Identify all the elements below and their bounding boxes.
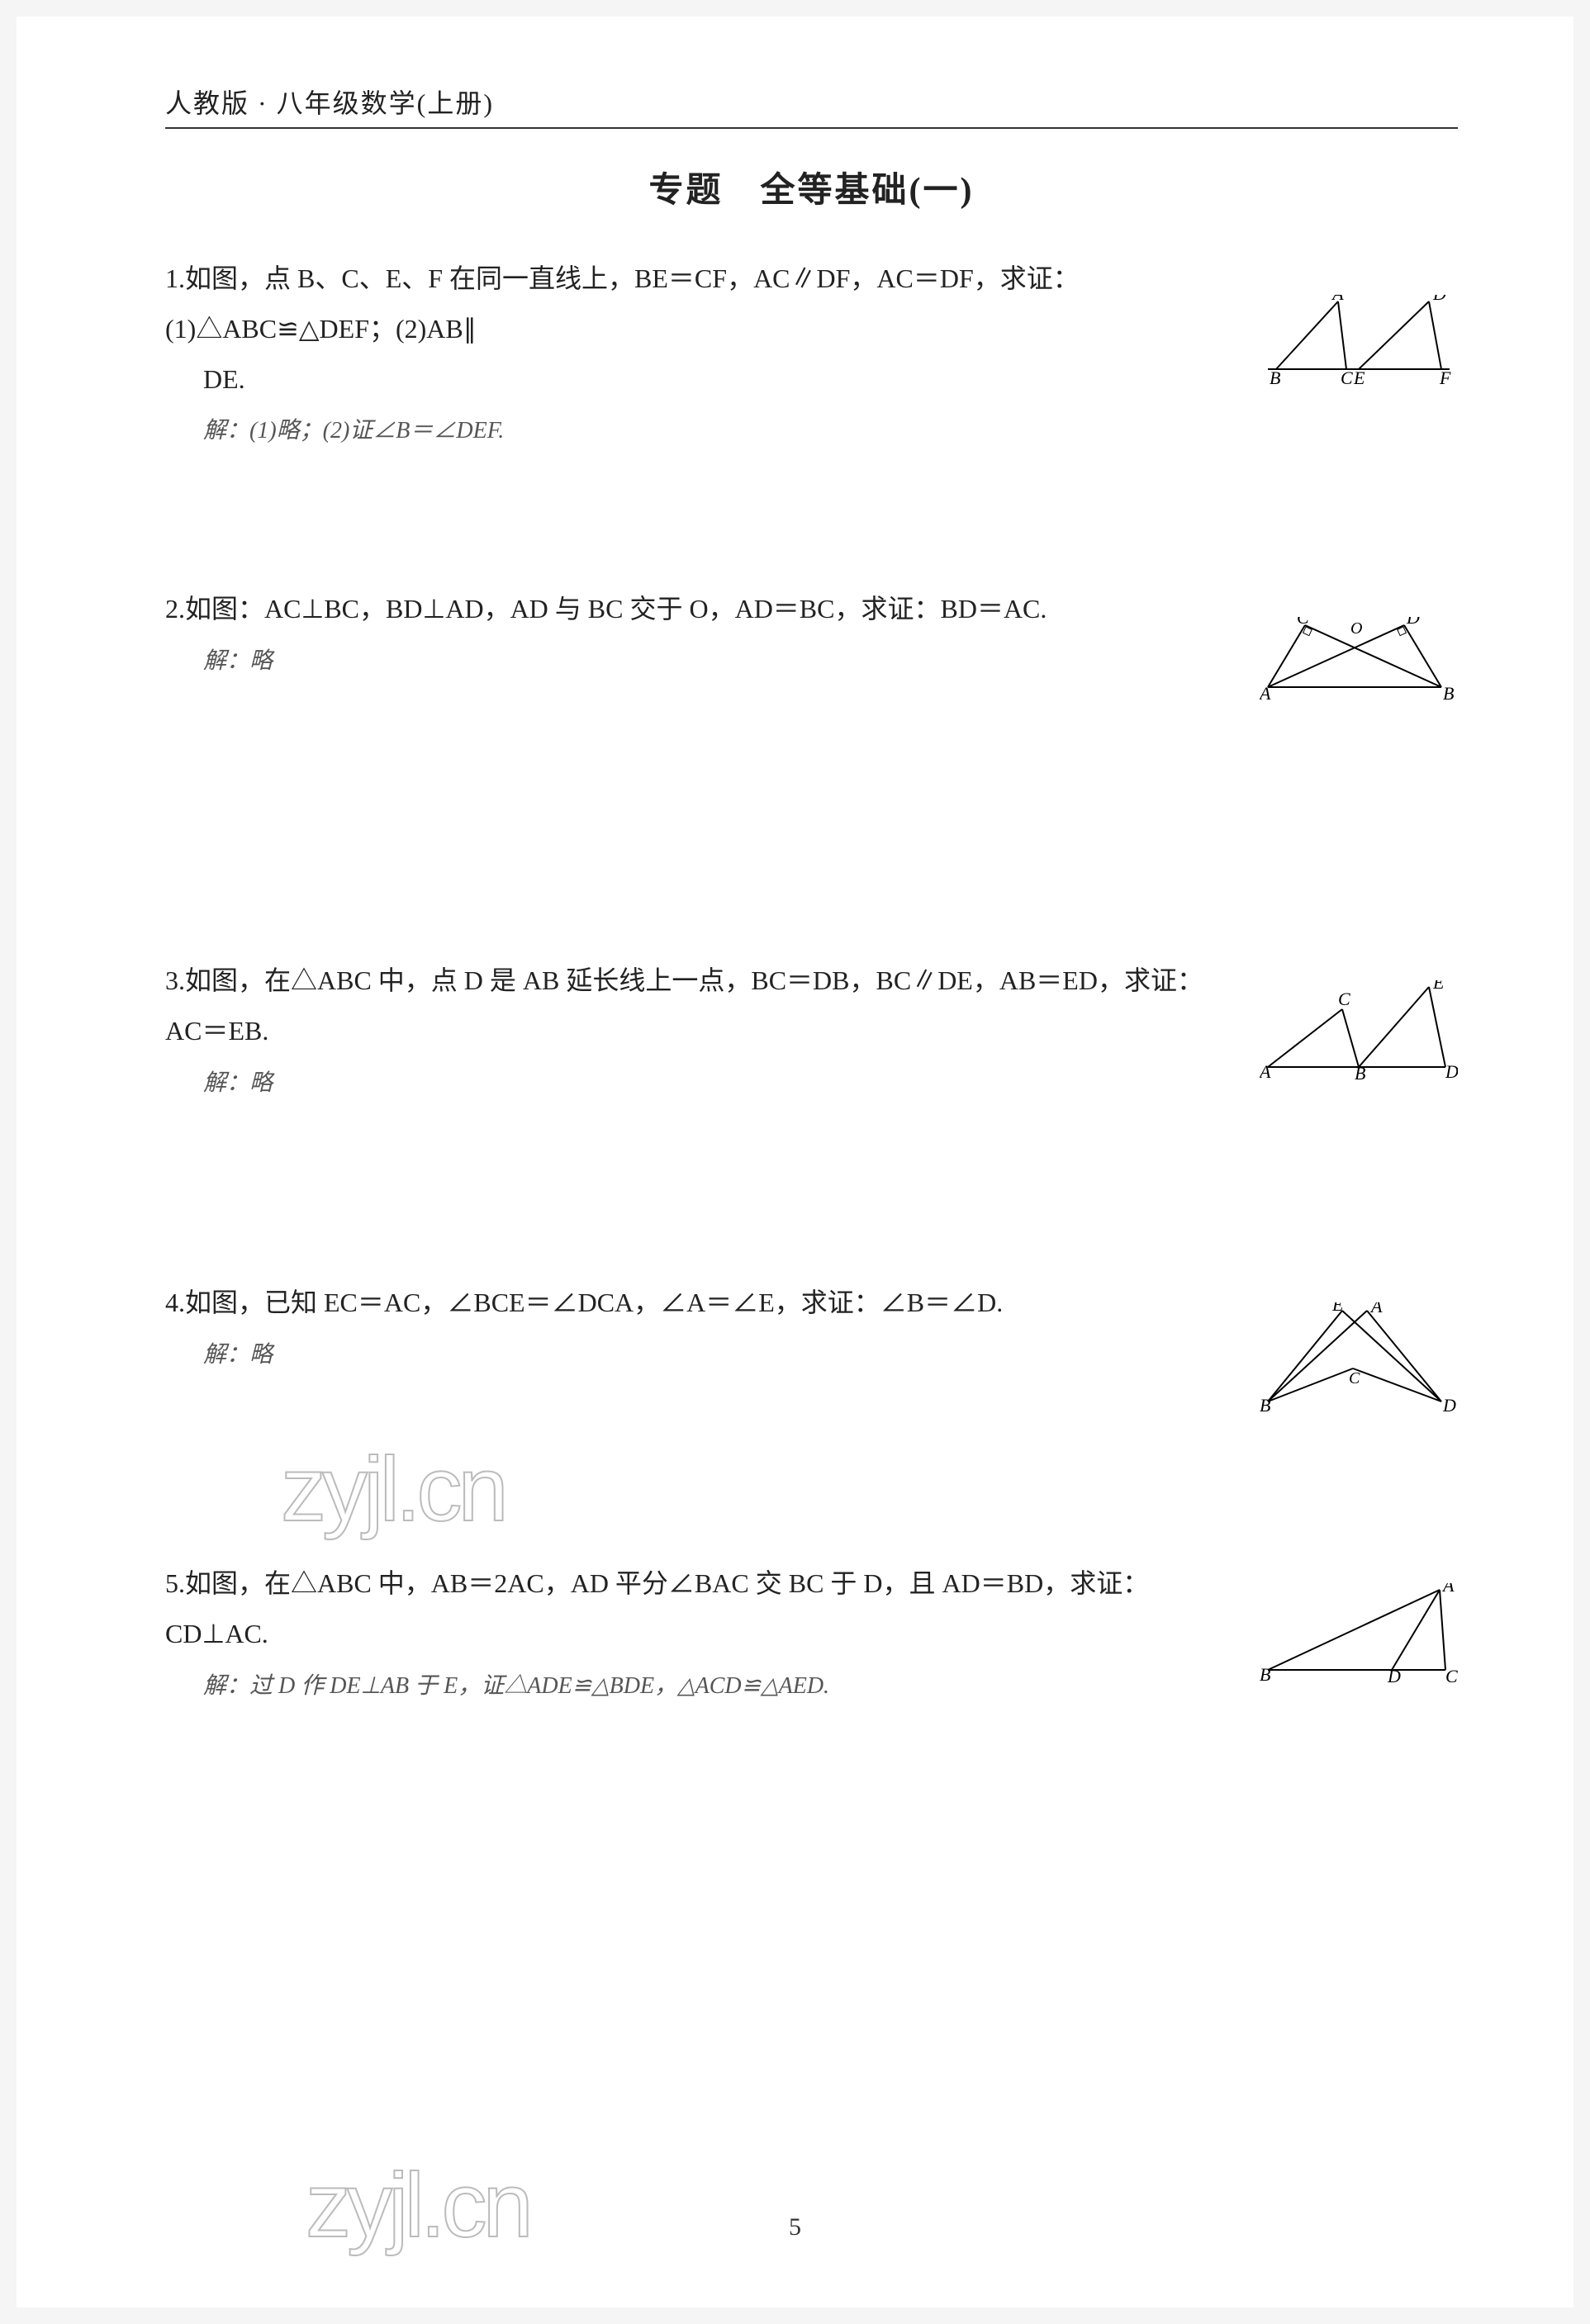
problem-number: 4. <box>165 1288 185 1317</box>
svg-text:A: A <box>1369 1302 1383 1316</box>
problem-body-line1: 如图，点 B、C、E、F 在同一直线上，BE＝CF，AC∥DF，AC＝DF，求证… <box>165 263 1080 344</box>
svg-text:E: E <box>1331 1302 1344 1315</box>
book-header: 人教版 · 八年级数学(上册) <box>165 83 1458 129</box>
svg-text:C: C <box>1349 1369 1360 1387</box>
problem-4: 4.如图，已知 EC＝AC，∠BCE＝∠DCA，∠A＝∠E，求证：∠B＝∠D. … <box>165 1278 1458 1492</box>
svg-text:B: B <box>1443 683 1454 700</box>
svg-text:B: B <box>1355 1063 1365 1079</box>
problem-text: 1.如图，点 B、C、E、F 在同一直线上，BE＝CF，AC∥DF，AC＝DF，… <box>165 254 1239 404</box>
svg-text:A: A <box>1260 1061 1271 1079</box>
svg-text:C: C <box>1445 1666 1458 1682</box>
problem-3: 3.如图，在△ABC 中，点 D 是 AB 延长线上一点，BC＝DB，BC∥DE… <box>165 956 1458 1154</box>
problem-text: 5.如图，在△ABC 中，AB＝2AC，AD 平分∠BAC 交 BC 于 D，且… <box>165 1558 1239 1659</box>
svg-text:A: A <box>1260 683 1271 700</box>
svg-text:B: B <box>1260 1664 1270 1682</box>
problem-number: 3. <box>165 965 185 995</box>
figure-2: C D O A B <box>1260 617 1458 700</box>
svg-text:C: C <box>1297 617 1309 628</box>
problem-number: 1. <box>165 263 185 293</box>
page: 人教版 · 八年级数学(上册) 专题 全等基础(一) 1.如图，点 B、C、E、… <box>17 17 1573 2307</box>
watermark: zyjl.cn <box>306 2153 529 2258</box>
svg-text:D: D <box>1387 1666 1401 1682</box>
problem-body-line1: 如图：AC⊥BC，BD⊥AD，AD 与 BC 交于 O，AD＝BC，求证：BD＝… <box>185 594 1047 624</box>
figure-5: B D C A <box>1260 1583 1458 1682</box>
problem-5: 5.如图，在△ABC 中，AB＝2AC，AD 平分∠BAC 交 BC 于 D，且… <box>165 1558 1458 1757</box>
svg-text:C: C <box>1338 989 1350 1009</box>
svg-text:D: D <box>1445 1061 1458 1079</box>
svg-text:D: D <box>1432 295 1446 304</box>
svg-text:E: E <box>1432 980 1445 993</box>
svg-text:D: D <box>1406 617 1420 628</box>
svg-text:F: F <box>1439 368 1451 386</box>
svg-text:B: B <box>1270 368 1280 386</box>
figure-3: A B C D E <box>1260 980 1458 1079</box>
svg-text:A: A <box>1441 1583 1455 1596</box>
answer-text: 解：(1)略；(2)证∠B＝∠DEF. <box>165 412 1458 445</box>
problem-text: 2.如图：AC⊥BC，BD⊥AD，AD 与 BC 交于 O，AD＝BC，求证：B… <box>165 584 1239 634</box>
svg-text:A: A <box>1331 295 1344 304</box>
problem-number: 2. <box>165 594 185 624</box>
problem-1: 1.如图，点 B、C、E、F 在同一直线上，BE＝CF，AC∥DF，AC＝DF，… <box>165 254 1458 485</box>
page-number: 5 <box>789 2213 801 2241</box>
problem-body-line1: 如图，在△ABC 中，AB＝2AC，AD 平分∠BAC 交 BC 于 D，且 A… <box>165 1568 1149 1648</box>
problem-text: 3.如图，在△ABC 中，点 D 是 AB 延长线上一点，BC＝DB，BC∥DE… <box>165 956 1239 1056</box>
problem-2: 2.如图：AC⊥BC，BD⊥AD，AD 与 BC 交于 O，AD＝BC，求证：B… <box>165 584 1458 774</box>
svg-text:B: B <box>1260 1395 1270 1414</box>
figure-4: E A B D C <box>1260 1302 1458 1414</box>
problem-number: 5. <box>165 1568 185 1598</box>
problem-body-line1: 如图，在△ABC 中，点 D 是 AB 延长线上一点，BC＝DB，BC∥DE，A… <box>165 965 1203 1046</box>
problem-body-line1: 如图，已知 EC＝AC，∠BCE＝∠DCA，∠A＝∠E，求证：∠B＝∠D. <box>185 1288 1003 1317</box>
svg-text:O: O <box>1350 619 1362 638</box>
problem-body-line2: DE. <box>165 354 1239 405</box>
problem-text: 4.如图，已知 EC＝AC，∠BCE＝∠DCA，∠A＝∠E，求证：∠B＝∠D. <box>165 1278 1239 1328</box>
svg-text:E: E <box>1353 368 1365 386</box>
svg-text:C: C <box>1341 368 1353 386</box>
figure-1: A D B C E F <box>1268 295 1458 386</box>
svg-text:D: D <box>1442 1395 1456 1414</box>
section-title: 专题 全等基础(一) <box>165 162 1458 212</box>
